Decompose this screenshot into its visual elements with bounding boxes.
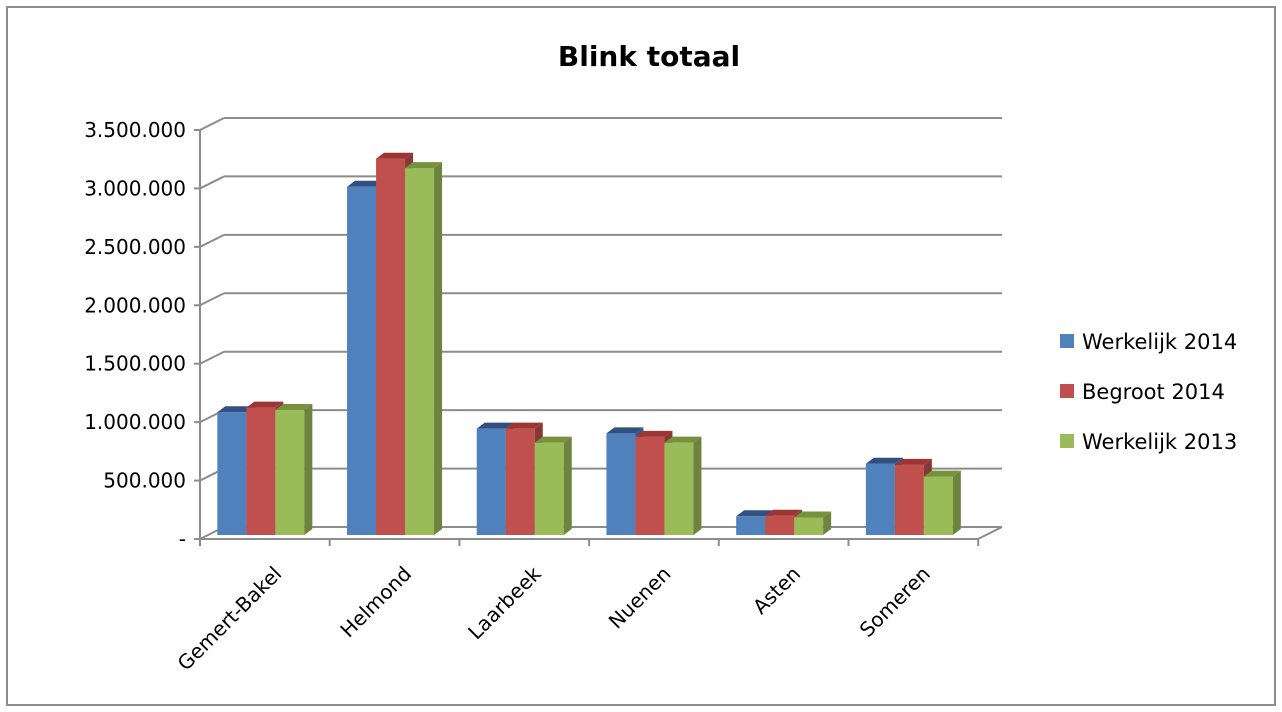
chart-bars [217,152,961,535]
bar-top [376,152,414,159]
bar-front [534,442,564,535]
y-tick-label: 2.500.000 [84,235,186,259]
bar-front [923,476,953,535]
bar-front [606,433,636,535]
legend: Werkelijk 2014 Begroot 2014 Werkelijk 2013 [1060,330,1237,454]
bar-front [794,517,824,535]
bar-top [635,430,673,437]
bar-front [246,407,276,535]
bar-top [246,401,284,408]
bar-front [476,428,506,535]
bar-front [505,428,535,535]
bar-front [217,412,247,535]
legend-label: Werkelijk 2014 [1082,330,1237,354]
bar-top [865,457,903,464]
legend-label: Begroot 2014 [1082,380,1225,404]
gridline-depth [199,350,225,365]
bar-top [275,403,313,410]
bar-chart: Blink totaal - 500.000 1.000.000 1.500.000 2… [84,40,1237,676]
category-label: Someren [855,562,935,642]
bar-front [347,186,377,535]
bar-side [952,470,961,535]
gridline-depth [199,175,225,190]
bar-front [635,436,665,535]
legend-swatch [1060,334,1074,348]
bar-front [736,516,766,535]
legend-label: Werkelijk 2013 [1082,430,1237,454]
bar-top [347,180,385,187]
gridline-depth [199,117,225,131]
y-tick-label: - [179,527,186,551]
bar-top [505,422,543,429]
gridline-depth [199,233,225,248]
category-label: Nuenen [604,562,676,634]
category-label: Helmond [335,562,416,643]
bar-front [405,168,435,535]
chart-frame: Blink totaal - 500.000 1.000.000 1.500.000 2… [6,6,1276,706]
bar-side [823,511,832,535]
bar-top [894,458,932,465]
bar-top [534,436,572,443]
y-tick-label: 2.000.000 [84,293,186,317]
bar-front [765,515,795,535]
bar-front [865,463,895,535]
bar-top [476,422,514,429]
gridline-depth [199,292,225,307]
y-tick-label: 3.500.000 [84,118,186,142]
bar-top [923,470,961,477]
bar-top [405,162,443,169]
bar-top [664,436,702,443]
category-label: Gemert-Bakel [173,562,287,676]
bar [794,511,832,535]
y-tick-label: 1.500.000 [84,352,186,376]
bar [405,162,443,535]
bar [664,436,702,535]
bar-top [794,511,832,518]
bar-front [275,409,305,535]
y-tick-label: 500.000 [103,469,186,493]
category-label: Asten [748,562,805,619]
category-label: Laarbeek [463,561,546,644]
bar-side [693,436,702,535]
legend-swatch [1060,384,1074,398]
y-tick-label: 3.000.000 [84,176,186,200]
bar-top [765,509,803,516]
bar-top [606,427,644,434]
bar-side [434,162,443,535]
bar-side [304,403,313,535]
bar [923,470,961,535]
chart-title: Blink totaal [558,40,740,73]
x-axis-depth [977,526,1003,540]
bar-top [217,406,255,413]
bar-front [894,464,924,535]
bar-front [376,158,406,535]
chart-axes: - 500.000 1.000.000 1.500.000 2.000.000 2.500… [84,117,1003,676]
y-tick-label: 1.000.000 [84,410,186,434]
legend-swatch [1060,434,1074,448]
bar [534,436,572,535]
bar-side [563,436,572,535]
bar-front [664,442,694,535]
bar [275,403,313,535]
bar-top [736,510,774,517]
